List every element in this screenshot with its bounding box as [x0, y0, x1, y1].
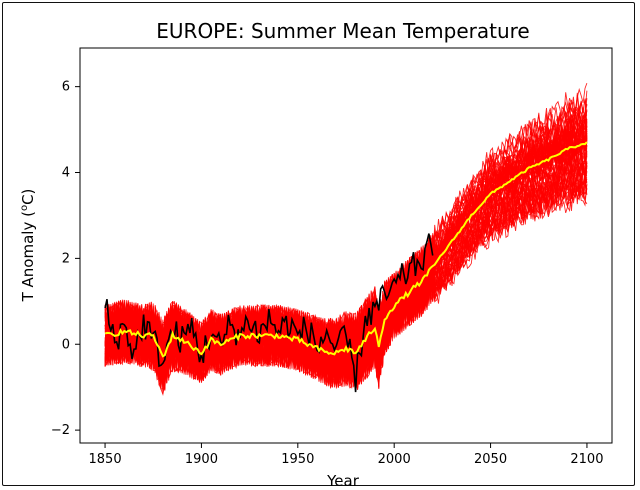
x-tick-label: 2000 [378, 452, 411, 467]
ensemble-member-line [104, 116, 588, 394]
x-tick-label: 1900 [185, 452, 218, 467]
x-tick-label: 1950 [281, 452, 314, 467]
y-axis: −2 0 2 4 6 [51, 80, 80, 438]
y-axis-label-suffix: C) [19, 189, 37, 205]
y-tick-label: −2 [51, 423, 70, 438]
y-tick-label: 2 [62, 251, 70, 266]
x-tick-label: 1850 [89, 452, 122, 467]
x-tick-label: 2050 [474, 452, 507, 467]
x-tick-label: 2100 [570, 452, 603, 467]
observed-series-line [104, 233, 434, 393]
y-tick-label: 6 [62, 80, 70, 95]
y-tick-label: 4 [62, 166, 70, 181]
chart-title: EUROPE: Summer Mean Temperature [156, 19, 529, 43]
ensemble-mean-line [104, 141, 588, 358]
x-axis-label: Year [326, 472, 360, 490]
axes-frame [79, 47, 613, 444]
y-axis-label-superscript: o [19, 205, 30, 211]
figure-frame [2, 2, 635, 486]
y-tick-label: 0 [62, 337, 70, 352]
y-axis-label-prefix: T Anomaly ( [19, 211, 37, 302]
x-axis: 1850 1900 1950 2000 2050 2100 [89, 443, 603, 467]
plot-area [104, 82, 588, 396]
y-axis-label: T Anomaly (oC) [19, 189, 37, 303]
